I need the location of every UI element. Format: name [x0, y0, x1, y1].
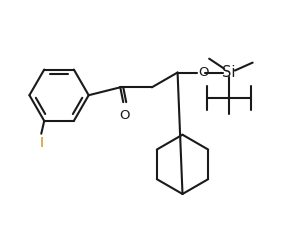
- Text: O: O: [198, 66, 209, 79]
- Text: Si: Si: [222, 65, 236, 80]
- Text: I: I: [39, 136, 43, 150]
- Text: O: O: [119, 109, 130, 122]
